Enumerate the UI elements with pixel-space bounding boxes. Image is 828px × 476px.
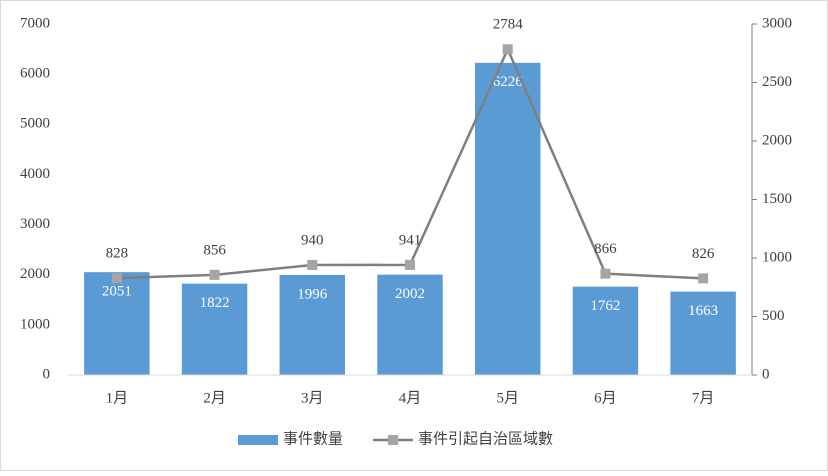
line-value-label: 2784 [493, 17, 524, 33]
x-tick-label: 4月 [399, 390, 422, 406]
bar [377, 274, 443, 375]
line-marker [600, 268, 611, 279]
line-value-label: 866 [594, 241, 617, 257]
bar-value-label: 1822 [200, 295, 230, 311]
x-tick-label: 2月 [203, 390, 226, 406]
line-value-label: 826 [692, 246, 715, 262]
bar-value-label: 1663 [688, 303, 718, 319]
bar [572, 286, 639, 375]
x-tick-label: 1月 [106, 390, 129, 406]
line-value-label: 941 [399, 232, 422, 248]
bar-value-label: 6226 [493, 74, 524, 90]
y-tick-label: 0 [43, 366, 51, 382]
y2-tick-label: 2500 [762, 74, 792, 90]
y-tick-label: 2000 [20, 266, 50, 282]
x-tick-label: 5月 [496, 390, 519, 406]
line-marker [111, 273, 122, 284]
y-tick-label: 6000 [20, 66, 50, 82]
line-marker [698, 273, 709, 284]
legend-marker [388, 435, 399, 445]
y2-tick-label: 1000 [762, 249, 792, 265]
bar-value-label: 1996 [297, 286, 328, 302]
bar [474, 62, 541, 375]
x-tick-label: 3月 [301, 390, 324, 406]
y2-tick-label: 3000 [762, 15, 792, 31]
legend-label: 事件數量 [283, 430, 343, 447]
line-value-label: 940 [301, 232, 324, 248]
y2-tick-label: 0 [762, 366, 770, 382]
y-tick-label: 1000 [20, 316, 50, 332]
y-tick-label: 5000 [20, 116, 50, 132]
line-marker [405, 259, 415, 270]
y2-tick-label: 500 [762, 308, 785, 324]
bar [84, 272, 150, 375]
bar-value-label: 2002 [395, 286, 425, 302]
line-marker [307, 260, 318, 271]
y2-tick-label: 2000 [762, 132, 792, 148]
line-marker [502, 44, 513, 55]
y-tick-label: 7000 [20, 15, 50, 31]
x-tick-label: 7月 [692, 390, 715, 406]
y2-tick-label: 1500 [762, 191, 792, 207]
bar [670, 291, 736, 375]
y-tick-label: 4000 [20, 166, 50, 182]
line-value-label: 828 [106, 246, 129, 262]
line-marker [209, 269, 220, 280]
bar-value-label: 1762 [590, 298, 620, 314]
bar [279, 274, 346, 375]
x-tick-label: 6月 [594, 390, 617, 406]
bar-value-label: 2051 [102, 284, 132, 300]
bar [181, 283, 248, 375]
legend-swatch [238, 435, 278, 445]
legend-label: 事件引起自治區域數 [418, 430, 553, 447]
line-value-label: 856 [203, 242, 226, 258]
y-tick-label: 3000 [20, 216, 50, 232]
